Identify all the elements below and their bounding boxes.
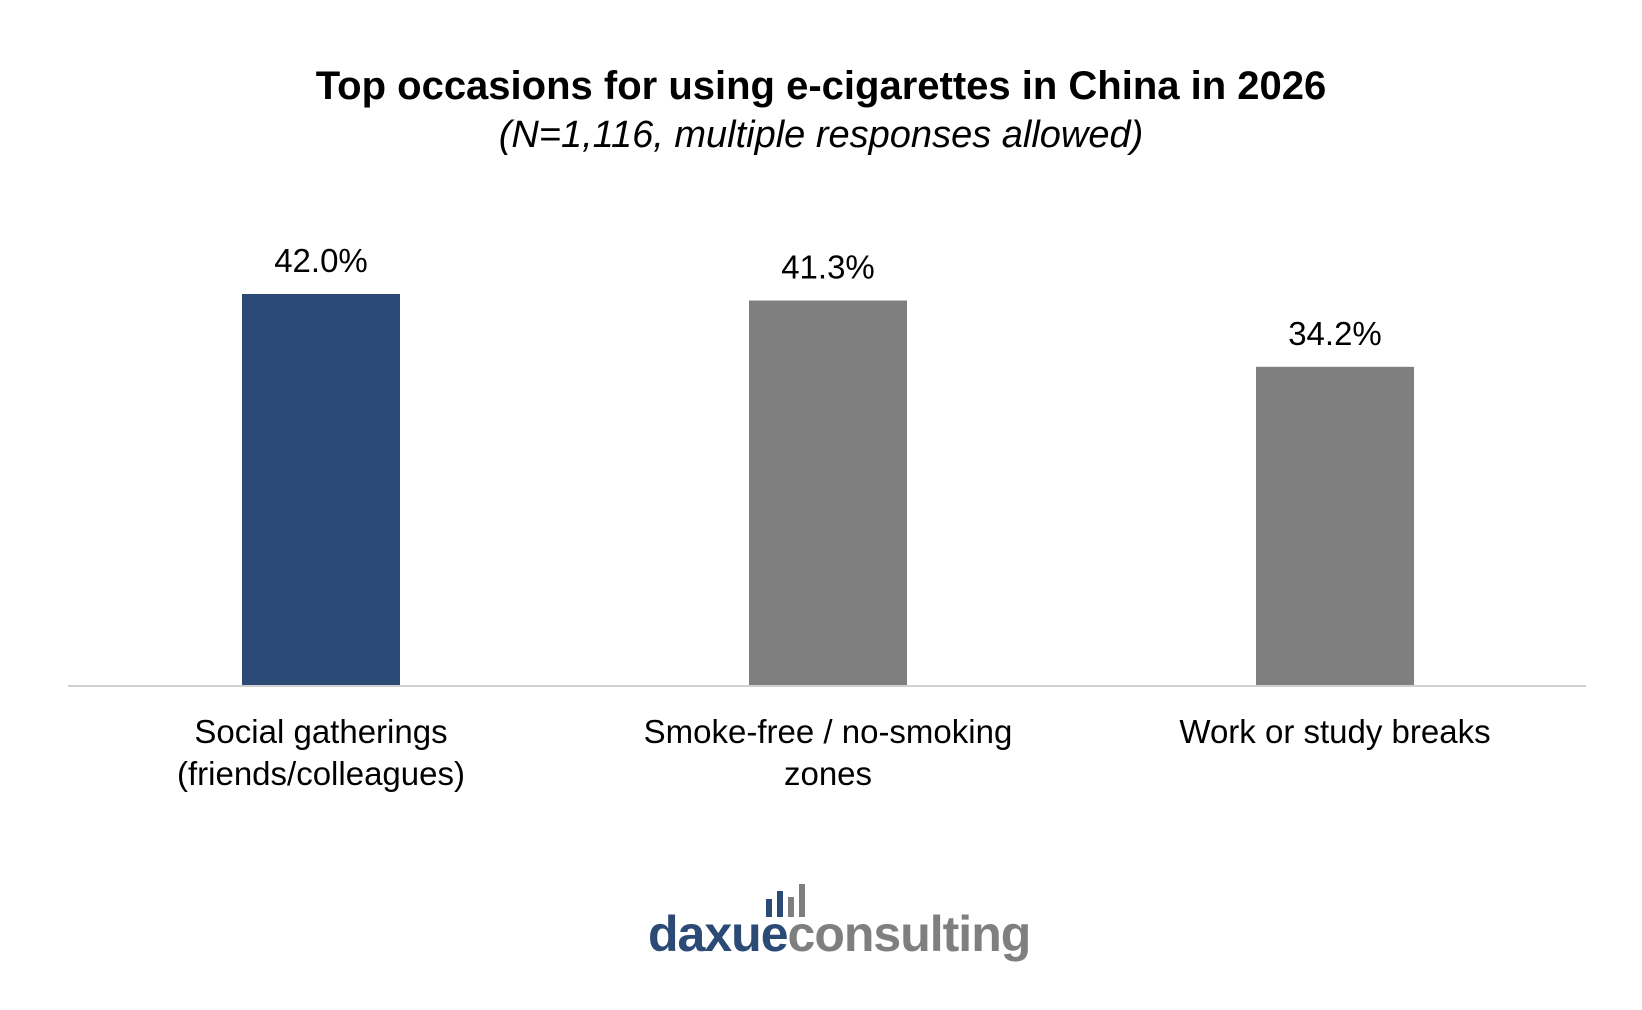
category-label-2-line-1: Smoke-free / no-smoking [644,713,1013,750]
bars-group [242,294,1414,686]
value-label-1: 42.0% [274,242,368,279]
daxue-logo: daxueconsulting [648,884,1031,962]
category-label-1-line-2: (friends/colleagues) [177,755,465,792]
logo-wordmark: daxueconsulting [648,906,1030,962]
bar-2 [749,300,907,686]
chart-title: Top occasions for using e-cigarettes in … [316,64,1327,108]
category-label-2-line-2: zones [784,755,872,792]
category-labels-group: Social gatherings (friends/colleagues) Smo… [177,713,1491,792]
bar-1 [242,294,400,686]
bar-chart-icon [766,884,805,917]
value-label-3: 34.2% [1288,315,1382,352]
category-label-3-line-1: Work or study breaks [1179,713,1490,750]
logo-part-consulting: consulting [788,906,1031,962]
category-label-1-line-1: Social gatherings [194,713,447,750]
chart-subtitle: (N=1,116, multiple responses allowed) [499,114,1144,156]
logo-part-daxue: daxue [648,906,788,962]
value-labels-group: 42.0% 41.3% 34.2% [274,242,1382,352]
bar-3 [1256,366,1414,686]
value-label-2: 41.3% [781,249,875,286]
